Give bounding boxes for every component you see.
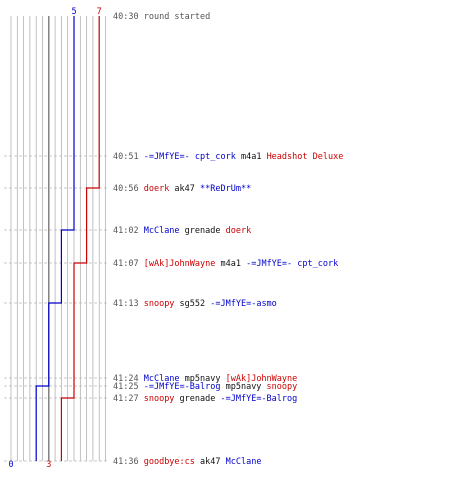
- event-guides: [4, 155, 108, 462]
- event-segment: **ReDrUm**: [200, 184, 251, 194]
- event-row: 41:07 [wAk]JohnWayne m4a1 -=JMfYE=- cpt_…: [113, 259, 338, 269]
- event-time: 41:13: [113, 299, 144, 309]
- event-segment: McClane: [144, 374, 180, 384]
- event-row: 40:56 doerk ak47 **ReDrUm**: [113, 184, 251, 194]
- event-segment: McClane: [226, 457, 262, 467]
- event-log: 40:30 round started 40:51 -=JMfYE=- cpt_c…: [113, 12, 343, 467]
- blue-end-label: 0: [8, 460, 13, 470]
- event-segment: mp5navy: [220, 382, 266, 392]
- event-segment: round started: [144, 12, 211, 22]
- event-row: 40:30 round started: [113, 12, 210, 22]
- event-time: 40:51: [113, 152, 144, 162]
- event-segment: mp5navy: [180, 374, 226, 384]
- event-segment: snoopy: [144, 394, 175, 404]
- red-team-line: [60, 16, 100, 461]
- event-segment: snoopy: [144, 299, 175, 309]
- series-lines: [35, 16, 100, 461]
- event-time: 41:25: [113, 382, 144, 392]
- event-row: 41:27 snoopy grenade -=JMfYE=-Balrog: [113, 394, 297, 404]
- event-time: 41:36: [113, 457, 144, 467]
- grid: [10, 16, 106, 461]
- event-time: 40:56: [113, 184, 144, 194]
- event-row: 41:36 goodbye:cs ak47 McClane: [113, 457, 261, 467]
- event-time: 40:30: [113, 12, 144, 22]
- red-start-label: 7: [97, 7, 102, 17]
- blue-start-label: 5: [71, 7, 76, 17]
- event-segment: doerk: [226, 226, 252, 236]
- event-segment: grenade: [174, 394, 220, 404]
- event-segment: -=JMfYE=-Balrog: [221, 394, 298, 404]
- event-segment: -=JMfYE=- cpt_cork: [246, 259, 338, 269]
- event-row: 41:24 McClane mp5navy [wAk]JohnWayne: [113, 374, 297, 384]
- event-segment: -=JMfYE=-asmo: [210, 299, 277, 309]
- series-labels: 5 0 7 3: [8, 7, 101, 470]
- red-end-label: 3: [46, 460, 51, 470]
- event-segment: [wAk]JohnWayne: [144, 259, 216, 269]
- event-segment: [wAk]JohnWayne: [226, 374, 298, 384]
- event-time: 41:07: [113, 259, 144, 269]
- event-segment: ak47: [195, 457, 226, 467]
- event-segment: Headshot Deluxe: [267, 152, 344, 162]
- blue-team-line: [35, 16, 75, 461]
- event-segment: grenade: [180, 226, 226, 236]
- event-time: 41:27: [113, 394, 144, 404]
- event-segment: McClane: [144, 226, 180, 236]
- event-row: 40:51 -=JMfYE=- cpt_cork m4a1 Headshot D…: [113, 152, 343, 162]
- event-time: 41:02: [113, 226, 144, 236]
- event-segment: doerk: [144, 184, 170, 194]
- event-row: 41:02 McClane grenade doerk: [113, 226, 251, 236]
- event-row: 41:25 -=JMfYE=-Balrog mp5navy snoopy: [113, 382, 297, 392]
- event-segment: -=JMfYE=- cpt_cork: [144, 152, 236, 162]
- event-segment: sg552: [174, 299, 210, 309]
- event-segment: ak47: [169, 184, 200, 194]
- event-segment: m4a1: [215, 259, 246, 269]
- event-time: 41:24: [113, 374, 144, 384]
- event-segment: m4a1: [236, 152, 267, 162]
- event-segment: snoopy: [267, 382, 298, 392]
- event-segment: -=JMfYE=-Balrog: [144, 382, 221, 392]
- event-segment: goodbye:cs: [144, 457, 195, 467]
- event-row: 41:13 snoopy sg552 -=JMfYE=-asmo: [113, 299, 277, 309]
